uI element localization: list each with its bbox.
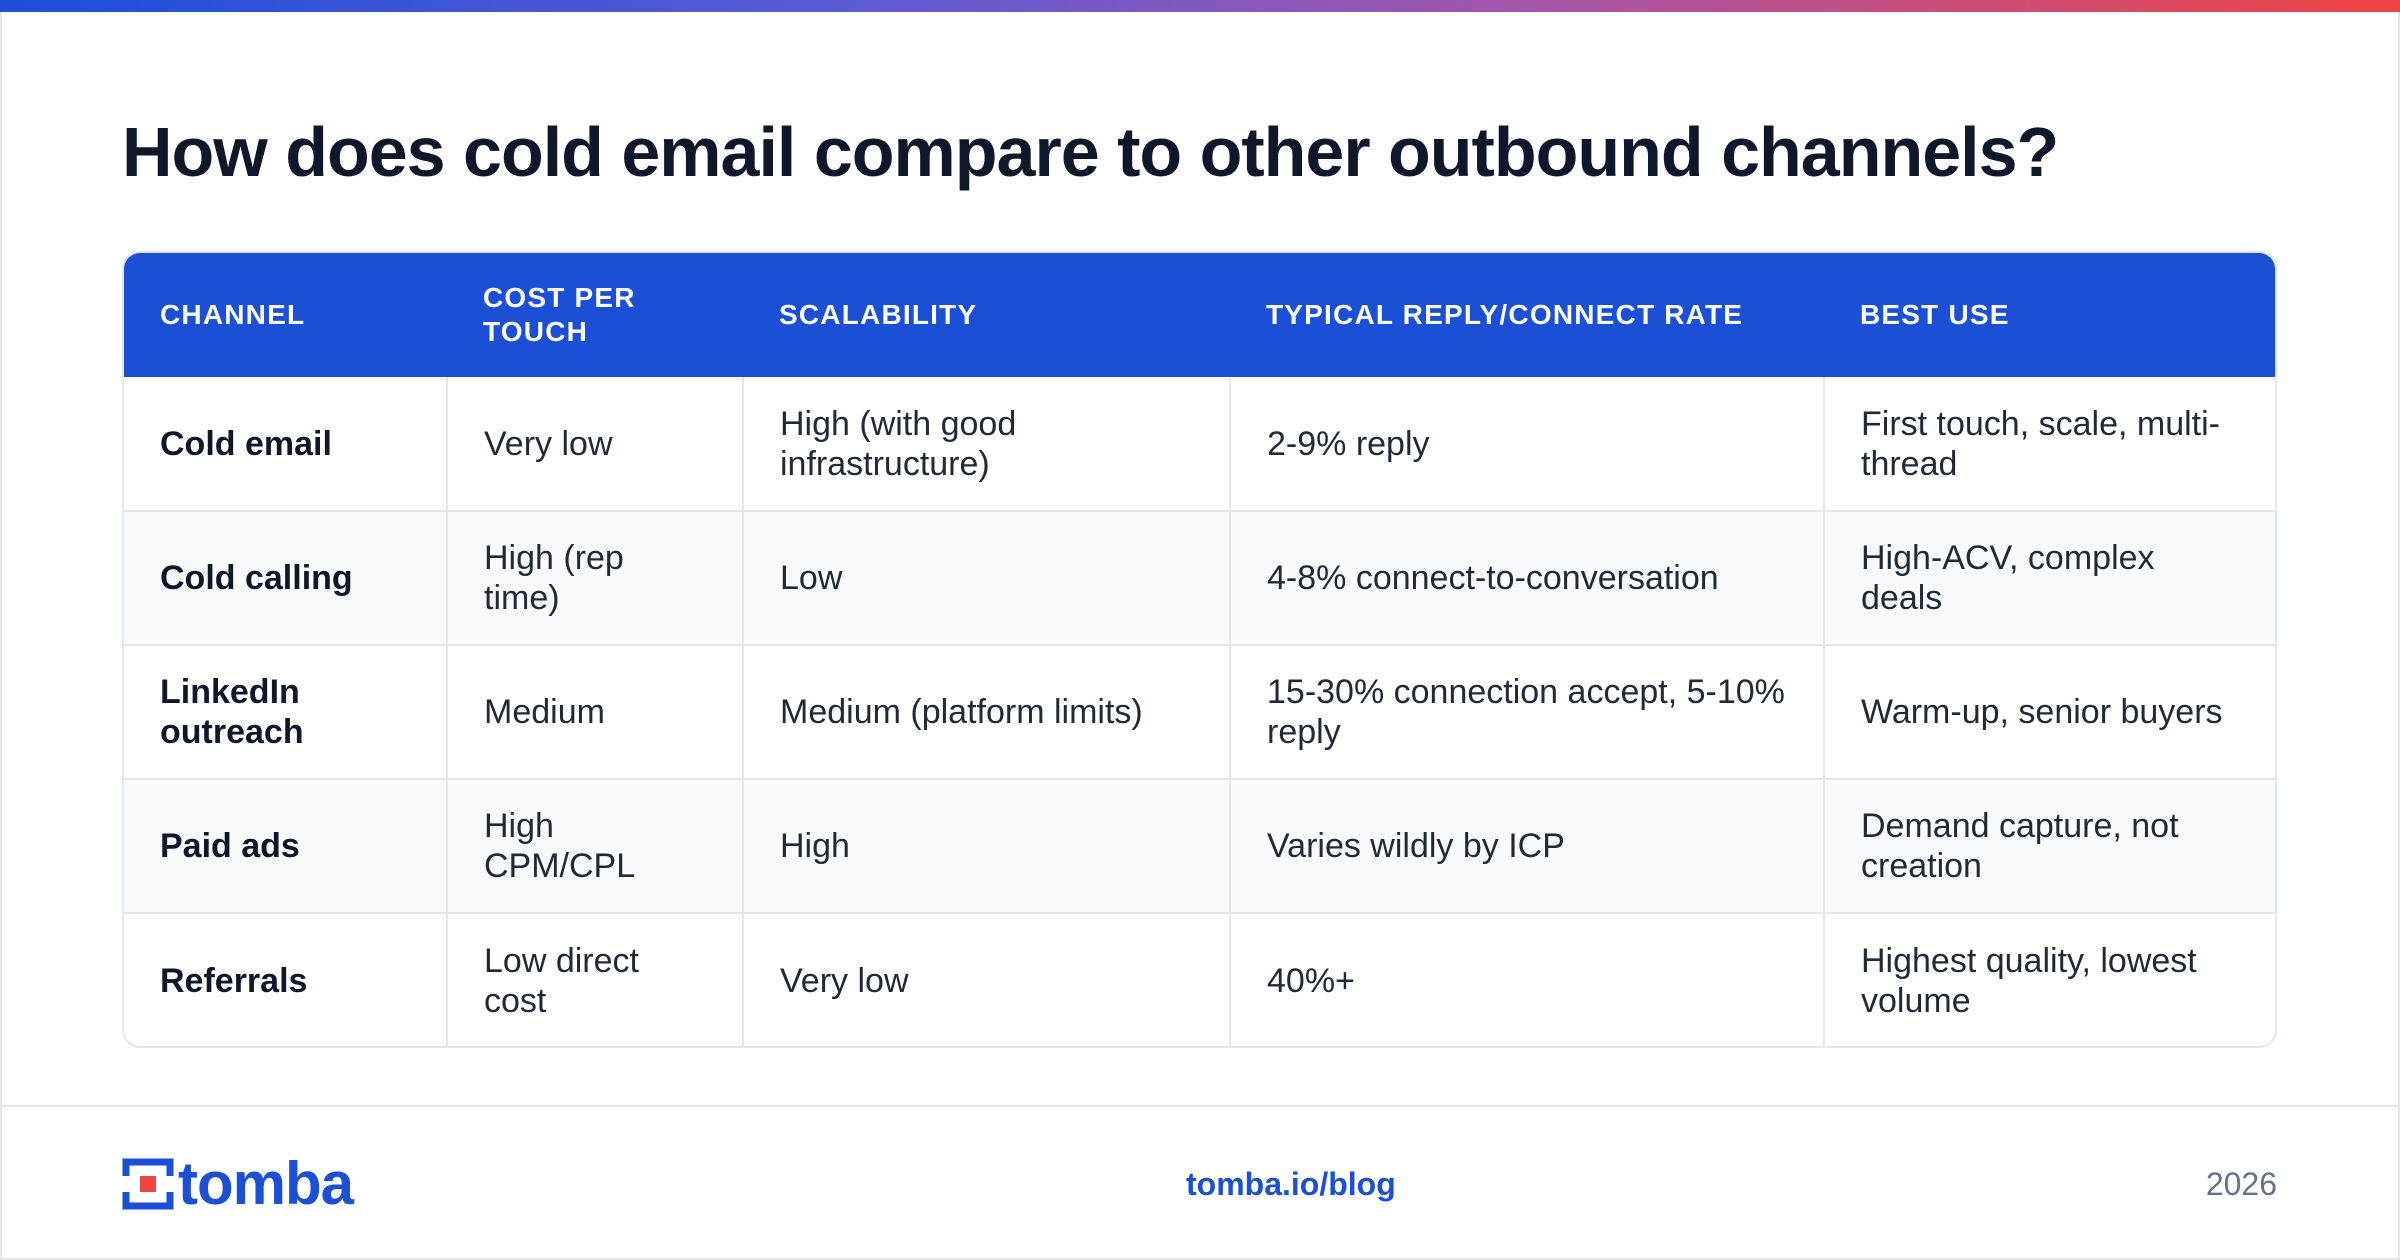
table-row: Paid ads High CPM/CPL High Varies wildly…	[124, 778, 2275, 913]
table-row: Cold calling High (rep time) Low 4-8% co…	[124, 510, 2275, 645]
tomba-logo[interactable]: tomba	[122, 1150, 354, 1217]
header-channel: CHANNEL	[160, 299, 306, 330]
header-reply-rate: TYPICAL REPLY/CONNECT RATE	[1266, 299, 1744, 330]
cell-channel: Paid ads	[124, 778, 447, 913]
cell-cost: Medium	[446, 644, 743, 779]
cell-channel: Referrals	[124, 912, 447, 1046]
cell-scalability: Medium (platform limits)	[742, 644, 1230, 779]
table-header-row: CHANNEL COST PER TOUCH SCALABILITY TYPIC…	[124, 253, 2275, 377]
logo-wordmark: tomba	[178, 1150, 354, 1217]
cell-rate: 4-8% connect-to-conversation	[1229, 510, 1824, 645]
cell-rate: 2-9% reply	[1229, 377, 1824, 511]
header-cost-per-touch: COST PER TOUCH	[483, 282, 636, 347]
cell-channel: LinkedIn outreach	[124, 644, 447, 779]
cell-cost: High CPM/CPL	[446, 778, 743, 913]
tomba-logo-mark-icon	[122, 1158, 174, 1210]
cell-scalability: High (with good infrastructure)	[742, 377, 1230, 511]
footer-divider	[0, 1105, 2400, 1107]
cell-best-use: First touch, scale, multi-thread	[1823, 377, 2275, 511]
cell-channel: Cold email	[160, 424, 332, 463]
table-row: Cold email Very low High (with good infr…	[124, 377, 2275, 511]
comparison-table: CHANNEL COST PER TOUCH SCALABILITY TYPIC…	[124, 253, 2275, 1046]
page-title: How does cold email compare to other out…	[122, 113, 2059, 191]
cell-scalability: High	[742, 778, 1230, 913]
cell-cost: Very low	[446, 377, 743, 511]
header-best-use: BEST USE	[1860, 299, 2010, 330]
table-row: LinkedIn outreach Medium Medium (platfor…	[124, 644, 2275, 779]
top-gradient-bar	[0, 0, 2400, 12]
cell-rate: 40%+	[1229, 912, 1824, 1046]
comparison-table-container: CHANNEL COST PER TOUCH SCALABILITY TYPIC…	[122, 251, 2277, 1048]
table-row: Referrals Low direct cost Very low 40%+ …	[124, 912, 2275, 1046]
cell-rate: 15-30% connection accept, 5-10% reply	[1229, 644, 1824, 779]
page-frame	[0, 12, 2400, 1260]
cell-cost: Low direct cost	[446, 912, 743, 1046]
blog-link[interactable]: tomba.io/blog	[1186, 1166, 1396, 1202]
footer-year: 2026	[2205, 1166, 2277, 1202]
cell-best-use: High-ACV, complex deals	[1823, 510, 2275, 645]
cell-channel: Cold calling	[124, 510, 447, 645]
cell-rate: Varies wildly by ICP	[1229, 778, 1824, 913]
header-scalability: SCALABILITY	[779, 299, 978, 330]
cell-best-use: Highest quality, lowest volume	[1823, 912, 2275, 1046]
cell-scalability: Very low	[742, 912, 1230, 1046]
cell-scalability: Low	[742, 510, 1230, 645]
cell-best-use: Warm-up, senior buyers	[1823, 644, 2275, 779]
cell-best-use: Demand capture, not creation	[1823, 778, 2275, 913]
cell-cost: High (rep time)	[446, 510, 743, 645]
